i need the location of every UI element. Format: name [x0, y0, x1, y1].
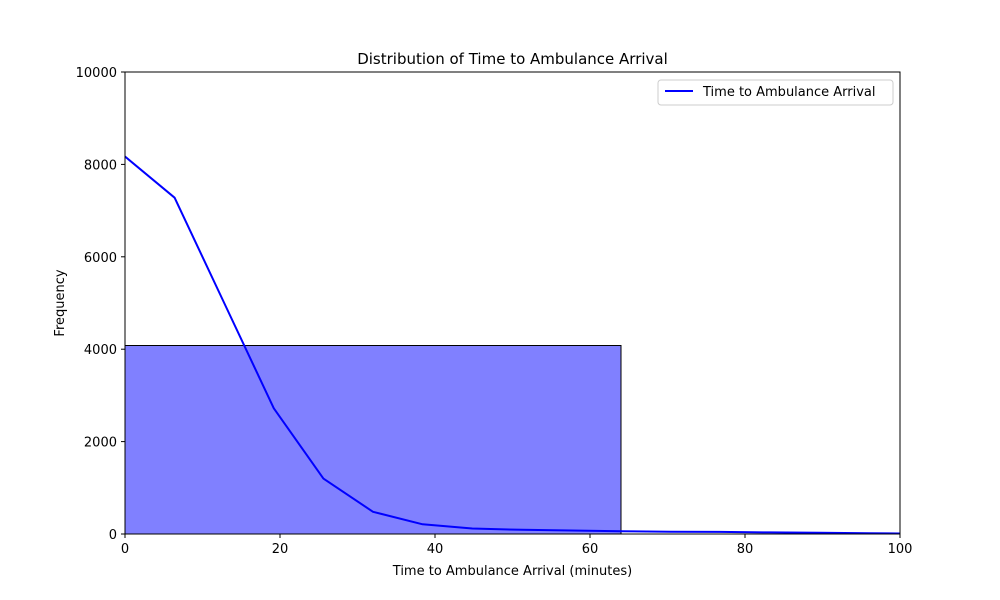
legend-entry-label: Time to Ambulance Arrival: [702, 85, 876, 100]
y-tick-label: 2000: [84, 436, 117, 451]
series-lines: [124, 155, 901, 535]
x-tick-label: 60: [582, 542, 599, 557]
x-tick-label: 100: [888, 542, 913, 557]
y-tick-label: 4000: [84, 343, 117, 358]
plot-area-frame: [124, 71, 901, 535]
histogram-bar: [124, 345, 622, 535]
x-tick-label: 0: [121, 542, 129, 557]
x-axis-label: Time to Ambulance Arrival (minutes): [392, 564, 632, 579]
x-tick-label: 40: [427, 542, 444, 557]
y-axis-label: Frequency: [53, 269, 68, 336]
y-tick-label: 0: [109, 528, 117, 543]
x-axis-ticks: 0 20 40 60 80 100: [121, 534, 913, 557]
y-tick-label: 10000: [76, 66, 117, 81]
series-line: [124, 155, 901, 535]
legend: Time to Ambulance Arrival: [657, 79, 894, 106]
chart-title: Distribution of Time to Ambulance Arriva…: [357, 50, 668, 68]
legend-box: [657, 79, 894, 106]
y-tick-label: 8000: [84, 158, 117, 173]
histogram-bars: [124, 345, 622, 535]
y-tick-label: 6000: [84, 251, 117, 266]
x-tick-label: 80: [737, 542, 754, 557]
y-axis-ticks: 0 2000 4000 6000 8000 10000: [76, 66, 125, 543]
x-tick-label: 20: [272, 542, 289, 557]
